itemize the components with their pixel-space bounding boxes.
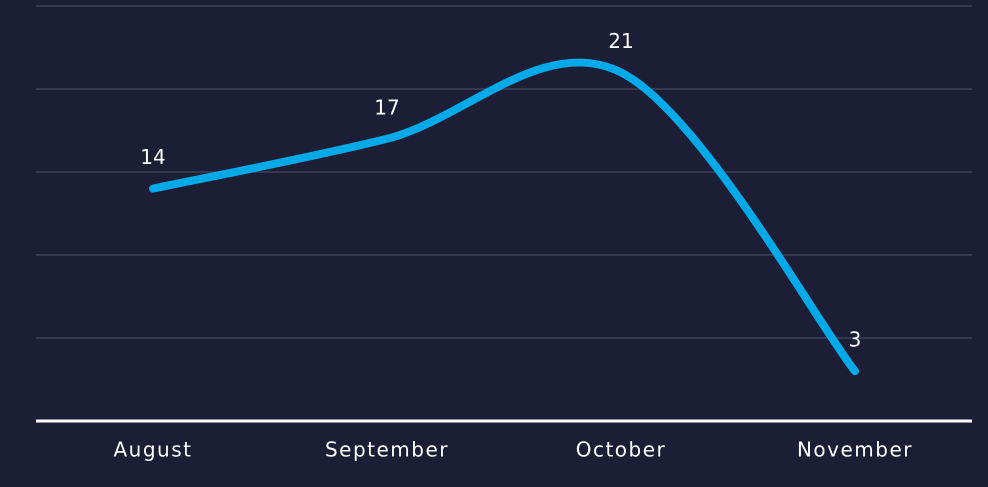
data-label: 3 — [849, 328, 862, 352]
x-tick-label: November — [797, 438, 913, 462]
data-label: 21 — [608, 29, 633, 53]
data-label: 17 — [374, 95, 399, 119]
x-tick-label: August — [114, 438, 193, 462]
x-tick-label: September — [325, 438, 449, 462]
x-tick-label: October — [576, 438, 667, 462]
line — [149, 58, 859, 376]
data-label: 14 — [140, 145, 165, 169]
